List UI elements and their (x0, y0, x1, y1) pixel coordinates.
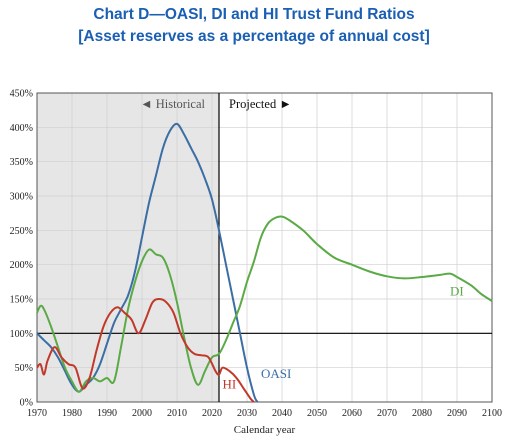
x-tick-label: 2090 (447, 408, 467, 419)
y-tick-label: 400% (10, 123, 33, 134)
x-tick-label: 2080 (412, 408, 432, 419)
x-tick-label: 2000 (132, 408, 152, 419)
y-tick-label: 50% (15, 363, 33, 374)
x-tick-label: 2040 (272, 408, 292, 419)
chart-subtitle: [Asset reserves as a percentage of annua… (78, 28, 430, 45)
y-tick-label: 150% (10, 295, 33, 306)
y-tick-label: 200% (10, 260, 33, 271)
series-label-di: DI (450, 284, 464, 299)
x-tick-label: 1980 (62, 408, 82, 419)
series-line-hi (36, 298, 255, 403)
y-tick-label: 300% (10, 192, 33, 203)
chart-title: Chart D—OASI, DI and HI Trust Fund Ratio… (93, 6, 415, 23)
series-line-oasi (36, 122, 259, 403)
x-tick-label: 2100 (482, 408, 502, 419)
x-tick-label: 1970 (27, 408, 47, 419)
historical-region-shade (37, 93, 219, 402)
y-tick-label: 450% (10, 89, 33, 100)
x-tick-label: 2010 (167, 408, 187, 419)
historical-label: ◄ Historical (140, 97, 205, 111)
x-tick-label: 2050 (307, 408, 327, 419)
x-tick-label: 2030 (237, 408, 257, 419)
x-axis-label: Calendar year (234, 424, 296, 436)
y-tick-label: 250% (10, 226, 33, 237)
projected-label: Projected ► (229, 97, 292, 111)
x-tick-label: 1990 (97, 408, 117, 419)
x-tick-label: 2020 (202, 408, 222, 419)
y-tick-label: 350% (10, 157, 33, 168)
series-label-hi: HI (223, 376, 237, 391)
x-tick-label: 2070 (377, 408, 397, 419)
x-tick-label: 2060 (342, 408, 362, 419)
y-tick-label: 0% (20, 398, 33, 409)
plot-frame (36, 92, 493, 403)
series-label-oasi: OASI (261, 366, 291, 381)
y-tick-label: 100% (10, 329, 33, 340)
